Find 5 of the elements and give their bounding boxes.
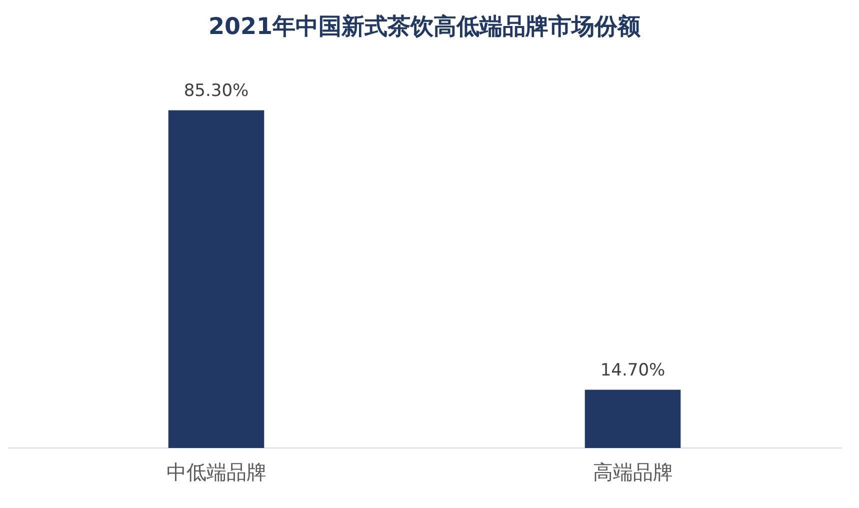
data-label: 85.30% [184,81,249,102]
x-tick-label: 中低端品牌 [166,460,266,484]
chart-title: 2021年中国新式茶饮高低端品牌市场份额 [208,12,642,40]
data-label: 14.70% [600,360,666,381]
x-tick-label: 高端品牌 [592,460,673,484]
